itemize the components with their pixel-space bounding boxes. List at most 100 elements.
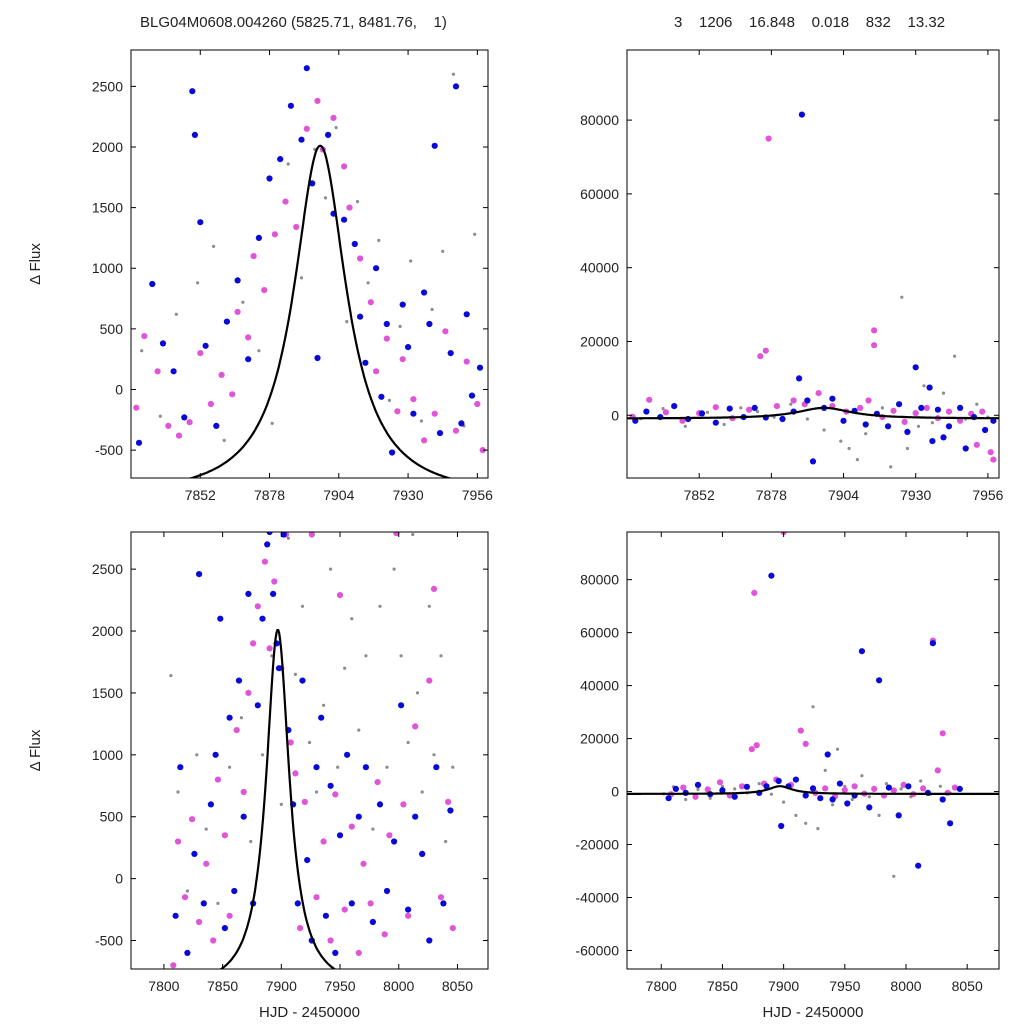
data-point-series-c (399, 654, 403, 658)
data-point-series-b (254, 702, 261, 709)
data-point-series-a (449, 925, 456, 932)
data-point-series-b (399, 301, 406, 308)
points-bottom-left (169, 532, 456, 969)
data-point-series-c (343, 666, 347, 670)
data-point-series-b (259, 615, 266, 622)
data-point-series-c (257, 349, 261, 353)
data-point-series-c (336, 765, 340, 769)
data-point-series-c (279, 802, 283, 807)
data-point-series-c (722, 422, 726, 427)
data-point-series-a (815, 390, 822, 397)
x-axis-label: HJD - 2450000 (763, 1004, 864, 1021)
model-curve (219, 628, 337, 969)
data-point-series-b (712, 419, 719, 426)
data-point-series-b (213, 422, 220, 429)
data-point-series-a (297, 925, 304, 932)
data-point-series-c (822, 428, 826, 432)
data-point-series-b (426, 320, 433, 328)
data-point-series-a (181, 894, 189, 901)
data-point-series-b (447, 350, 454, 357)
y-tick-label: -500 (95, 933, 123, 949)
data-point-series-b (266, 532, 273, 536)
data-point-series-c (847, 446, 851, 451)
data-point-series-c (905, 446, 910, 451)
data-point-series-c (889, 465, 893, 469)
data-point-series-c (371, 827, 375, 831)
data-point-series-c (473, 232, 477, 236)
model-curve (187, 144, 453, 478)
x-tick-label: 8000 (383, 978, 414, 994)
data-point-series-c (392, 567, 396, 571)
panel-bottom-left: -500 0 500 1000 1500 2000 2500 7800 7850 7900 7950… (27, 531, 489, 1021)
data-point-series-b (275, 665, 283, 672)
data-point-series-a (314, 97, 321, 104)
data-point-series-a (762, 347, 769, 354)
model-curve (627, 785, 999, 795)
data-point-series-b (149, 280, 156, 288)
data-point-series-b (191, 131, 198, 138)
data-point-series-a (431, 410, 438, 417)
data-point-series-a (175, 432, 183, 439)
data-point-series-c (419, 419, 423, 423)
data-point-series-b (212, 751, 219, 758)
data-point-series-b (862, 421, 869, 428)
data-point-series-b (264, 541, 271, 548)
data-point-series-b (318, 714, 325, 721)
data-point-series-c (757, 782, 761, 786)
data-point-series-b (779, 415, 786, 423)
data-point-series-a (692, 793, 699, 800)
data-point-series-c (420, 790, 424, 794)
header-left-title: BLG04M0608.004260 (5825.71, 8481.76, 1) (140, 14, 447, 31)
data-point-series-b (240, 813, 247, 820)
data-point-series-b (844, 800, 851, 807)
data-point-series-b (763, 783, 770, 790)
data-point-series-a (923, 404, 930, 411)
data-point-series-c (406, 740, 410, 745)
data-point-series-b (294, 900, 301, 907)
data-point-series-b (202, 342, 209, 349)
data-point-series-a (437, 894, 445, 901)
data-point-series-b (304, 857, 311, 864)
y-tick-label: 60000 (580, 625, 619, 641)
data-point-series-a (207, 400, 214, 408)
data-point-series-a (245, 334, 252, 341)
data-point-series-c (930, 421, 935, 425)
data-point-series-b (918, 404, 925, 411)
data-point-series-c (444, 839, 448, 844)
data-point-series-b (405, 906, 412, 913)
data-point-series-a (203, 860, 210, 867)
data-point-series-b (287, 102, 294, 109)
data-point-series-a (234, 308, 241, 315)
data-point-series-b (672, 785, 680, 793)
data-point-series-a (320, 838, 327, 845)
data-point-series-a (822, 785, 829, 792)
data-point-series-a (210, 937, 217, 944)
data-point-series-a (394, 408, 401, 415)
data-point-series-b (802, 792, 809, 799)
data-point-series-a (857, 404, 864, 411)
y-axis-label: Δ Flux (27, 243, 44, 285)
data-point-series-c (239, 716, 243, 720)
data-point-series-c (314, 790, 319, 794)
data-point-series-b (915, 862, 922, 869)
y-tick-label: 40000 (580, 678, 619, 694)
data-point-series-a (197, 350, 204, 357)
data-point-series-c (867, 795, 871, 799)
data-point-series-c (196, 281, 200, 285)
data-point-series-a (303, 125, 310, 132)
data-point-series-b (796, 375, 803, 382)
data-point-series-a (240, 788, 247, 796)
data-point-series-a (346, 204, 353, 211)
y-tick-label: 40000 (580, 260, 619, 276)
x-tick-label: 7850 (207, 978, 238, 994)
data-point-series-a (890, 407, 897, 414)
data-point-series-b (905, 783, 912, 790)
data-point-series-a (282, 198, 289, 205)
data-point-series-b (824, 751, 831, 758)
data-point-series-a (797, 727, 804, 734)
data-point-series-c (804, 821, 808, 825)
data-point-series-a (748, 746, 755, 753)
data-point-series-b (172, 912, 179, 919)
data-point-series-a (901, 418, 908, 425)
data-point-series-a (292, 770, 299, 777)
